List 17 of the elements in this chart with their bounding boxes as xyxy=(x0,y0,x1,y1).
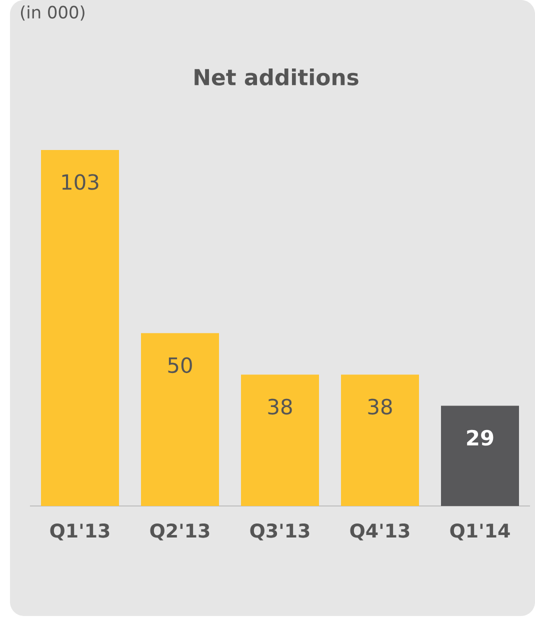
data-label: 103 xyxy=(62,174,98,190)
bar xyxy=(440,406,519,506)
x-tick-label: Q3'13 xyxy=(250,524,310,540)
x-tick-label: Q4'13 xyxy=(350,524,410,540)
data-label: 38 xyxy=(268,398,292,415)
bar xyxy=(141,333,219,506)
x-tick-label: Q2'13 xyxy=(150,524,210,540)
bar xyxy=(240,374,319,506)
x-tick-label: Q1'13 xyxy=(50,524,110,540)
chart-subtitle: (in 000) xyxy=(20,6,84,21)
data-label: 50 xyxy=(168,357,192,374)
data-label: 29 xyxy=(467,430,494,446)
chart-title: Net additions xyxy=(194,68,358,86)
bar xyxy=(41,150,119,506)
data-label: 38 xyxy=(368,398,392,415)
x-tick-label: Q1'14 xyxy=(450,524,510,540)
bar xyxy=(340,374,419,506)
